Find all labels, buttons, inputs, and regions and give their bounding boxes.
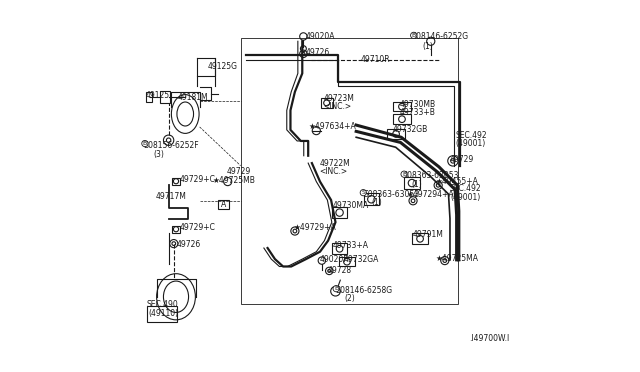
Text: ★49729+A: ★49729+A: [293, 223, 336, 232]
Bar: [172, 225, 180, 232]
Text: B08156-6252F: B08156-6252F: [143, 141, 198, 150]
Text: 49125G: 49125G: [207, 61, 237, 71]
Text: A: A: [221, 200, 227, 209]
Text: (49001): (49001): [456, 139, 486, 148]
Bar: [147, 92, 152, 102]
Text: SEC.492: SEC.492: [456, 131, 488, 140]
Bar: [404, 177, 420, 189]
Bar: [321, 98, 333, 108]
Text: (2): (2): [344, 294, 355, 303]
Text: 49726: 49726: [177, 240, 201, 249]
Text: 49729+C: 49729+C: [180, 175, 216, 184]
Text: ★49725MA: ★49725MA: [435, 253, 478, 263]
Text: 49125: 49125: [146, 91, 170, 100]
Text: SEC.492: SEC.492: [450, 185, 481, 193]
Text: 49730MB: 49730MB: [399, 100, 435, 109]
Text: S08363-63053: S08363-63053: [364, 190, 420, 199]
Bar: [387, 129, 405, 139]
Text: 49730MA: 49730MA: [333, 201, 369, 210]
Text: 49733+B: 49733+B: [399, 108, 435, 118]
Bar: [172, 177, 180, 185]
Bar: [393, 102, 411, 112]
Text: S: S: [362, 190, 365, 195]
Text: <INC.>: <INC.>: [319, 167, 348, 176]
Text: B: B: [402, 172, 406, 177]
Bar: [241, 38, 458, 304]
Text: SEC.490: SEC.490: [147, 300, 178, 310]
Text: 49710R: 49710R: [360, 55, 390, 64]
Text: .I49700W.I: .I49700W.I: [470, 334, 510, 343]
Text: 49732GB: 49732GB: [393, 125, 428, 134]
Text: 49791M: 49791M: [413, 230, 444, 239]
Bar: [332, 207, 348, 218]
Text: 49729+C: 49729+C: [180, 223, 216, 232]
Bar: [393, 114, 411, 124]
Text: 49723M: 49723M: [324, 94, 355, 103]
Bar: [339, 257, 355, 266]
Text: 49733+A: 49733+A: [333, 241, 369, 250]
Text: 49717M: 49717M: [156, 192, 187, 201]
Bar: [332, 243, 348, 254]
Text: B08146-6252G: B08146-6252G: [412, 32, 468, 41]
Text: 49726: 49726: [305, 48, 330, 57]
Text: 49732GA: 49732GA: [344, 255, 380, 264]
Text: B08363-63053: B08363-63053: [402, 171, 458, 180]
Text: 49181M: 49181M: [178, 93, 209, 102]
Text: 49728: 49728: [328, 266, 352, 275]
Text: 49020F: 49020F: [319, 254, 348, 264]
Text: 49729: 49729: [450, 155, 474, 164]
Bar: [412, 233, 428, 244]
Text: ★497294+A: ★497294+A: [407, 190, 454, 199]
Text: <INC.>: <INC.>: [324, 102, 352, 111]
Text: B08146-6258G: B08146-6258G: [335, 286, 392, 295]
Text: B: B: [412, 33, 416, 38]
Text: ★49455+A: ★49455+A: [435, 177, 478, 186]
Text: B: B: [143, 141, 147, 146]
Text: ★497634+A: ★497634+A: [308, 122, 356, 131]
Text: (1): (1): [412, 180, 422, 189]
Text: 49729: 49729: [227, 167, 252, 176]
Text: ★49725MB: ★49725MB: [213, 176, 256, 185]
Bar: [218, 200, 229, 209]
Text: (1): (1): [371, 198, 381, 207]
Bar: [364, 193, 379, 205]
Text: B: B: [334, 286, 339, 291]
Text: 49020A: 49020A: [305, 32, 335, 41]
Bar: [147, 307, 177, 322]
Text: 49722M: 49722M: [319, 159, 350, 169]
Bar: [161, 92, 170, 103]
Text: (1): (1): [422, 42, 433, 51]
Text: (49001): (49001): [450, 193, 480, 202]
Text: (3): (3): [153, 150, 164, 159]
Text: (49110): (49110): [148, 309, 179, 318]
